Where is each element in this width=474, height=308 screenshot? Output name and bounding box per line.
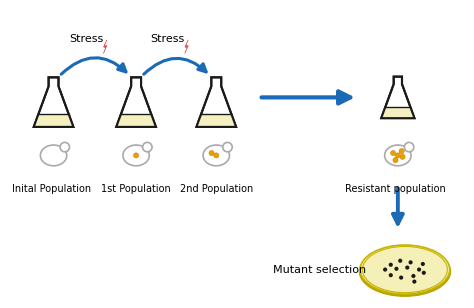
Polygon shape (116, 77, 156, 127)
Polygon shape (196, 114, 236, 127)
Circle shape (399, 276, 403, 280)
Circle shape (405, 265, 410, 270)
Circle shape (421, 262, 425, 266)
Circle shape (395, 153, 401, 158)
Circle shape (134, 153, 139, 158)
Circle shape (209, 151, 214, 156)
Text: Stress: Stress (69, 34, 103, 44)
Circle shape (417, 267, 421, 272)
Text: Mutant selection: Mutant selection (273, 265, 366, 274)
Circle shape (393, 157, 398, 163)
Polygon shape (103, 40, 107, 53)
Ellipse shape (40, 145, 67, 166)
Polygon shape (34, 114, 73, 127)
Circle shape (389, 273, 393, 277)
Text: 2nd Population: 2nd Population (180, 184, 253, 194)
Circle shape (143, 142, 152, 152)
Polygon shape (381, 107, 414, 118)
Circle shape (214, 153, 219, 158)
Circle shape (383, 267, 387, 272)
Text: Resistant population: Resistant population (345, 184, 446, 194)
Polygon shape (185, 40, 188, 53)
Text: 1st Population: 1st Population (101, 184, 171, 194)
Circle shape (404, 142, 414, 152)
Ellipse shape (123, 145, 149, 166)
Circle shape (394, 267, 399, 271)
Circle shape (409, 260, 413, 265)
Circle shape (399, 148, 404, 154)
Text: Stress: Stress (151, 34, 185, 44)
Ellipse shape (203, 145, 229, 166)
Circle shape (60, 142, 70, 152)
Circle shape (412, 280, 417, 284)
Circle shape (223, 142, 232, 152)
Circle shape (422, 271, 426, 275)
Polygon shape (34, 77, 73, 127)
Text: Inital Population: Inital Population (12, 184, 91, 194)
Polygon shape (196, 77, 236, 127)
Circle shape (398, 259, 402, 263)
Ellipse shape (359, 246, 451, 297)
Polygon shape (381, 77, 414, 118)
Ellipse shape (384, 145, 411, 166)
Circle shape (389, 263, 393, 267)
Circle shape (391, 151, 396, 156)
Polygon shape (116, 114, 156, 127)
Circle shape (400, 154, 405, 160)
Ellipse shape (360, 245, 450, 294)
Circle shape (411, 274, 416, 278)
